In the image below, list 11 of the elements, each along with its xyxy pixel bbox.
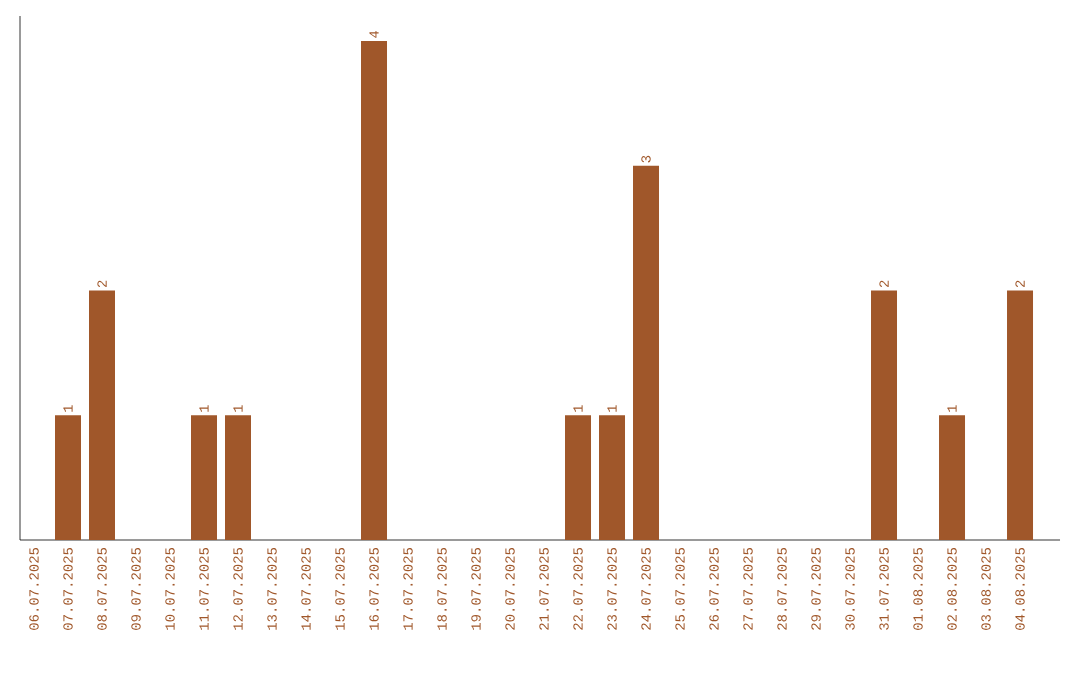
bar bbox=[55, 415, 81, 540]
bar bbox=[191, 415, 217, 540]
bar bbox=[599, 415, 626, 540]
bar bbox=[871, 290, 898, 540]
bar bbox=[633, 165, 660, 540]
bar bbox=[89, 290, 115, 540]
bar bbox=[361, 40, 388, 540]
bar bbox=[565, 415, 592, 540]
bar bbox=[1007, 290, 1034, 540]
bar bbox=[225, 415, 251, 540]
bar bbox=[939, 415, 966, 540]
